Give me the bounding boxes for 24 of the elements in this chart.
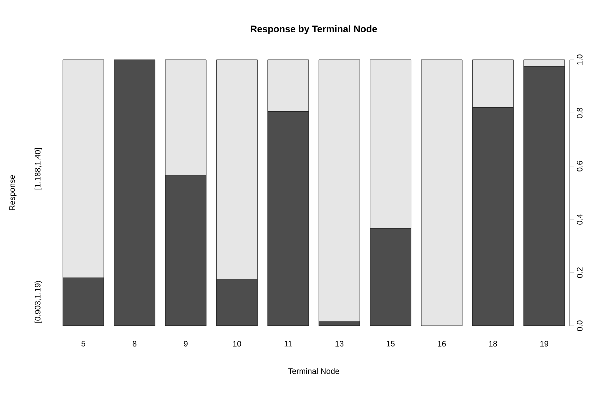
text: [1.188,1.40] [34,148,42,190]
y-tick-label: 0.6 [577,161,583,172]
bar [318,60,360,322]
y-tick-label: 0.4 [577,214,583,225]
x-tick-label: 5 [82,341,86,347]
x-tick-label: 9 [184,341,188,347]
x-tick-label: 15 [386,341,395,347]
text: Response [10,175,17,210]
x-tick-label: 16 [438,341,446,347]
y-tick-label: 0.2 [577,268,583,278]
y-tick-label: 0.8 [577,108,583,118]
y-tick-label: 1.0 [577,54,583,65]
x-tick-label: 10 [233,341,242,347]
bar [421,60,463,326]
x-tick-label: 19 [540,341,548,347]
bar [114,60,156,326]
x-tick-label: 13 [336,341,344,347]
text: [0.903,1.19) [34,281,42,323]
y-tick-label: 0.0 [577,320,583,332]
chart-title: Response by Terminal Node [251,26,378,34]
x-axis-title: Terminal Node [288,368,340,374]
x-tick-label: 18 [489,341,498,347]
x-tick-label: 8 [132,341,137,347]
x-tick-label: 11 [284,341,292,347]
